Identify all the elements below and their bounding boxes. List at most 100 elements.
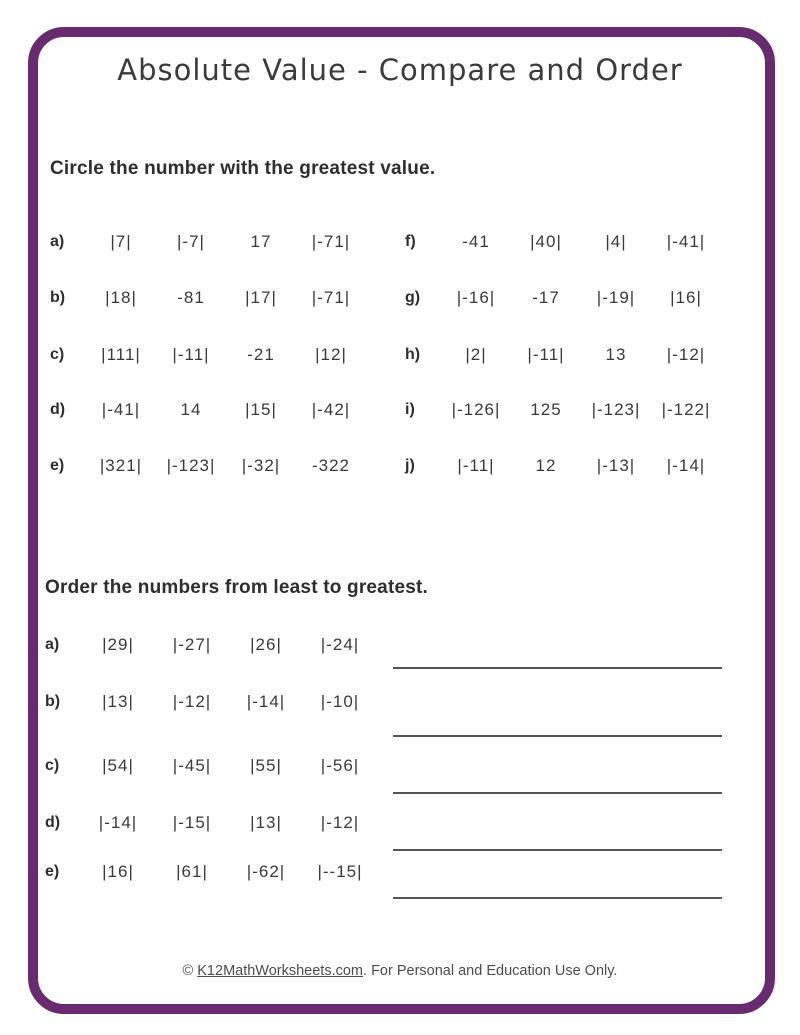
number-cell[interactable]: -17 (532, 288, 560, 307)
number-cell[interactable]: |-123| (166, 456, 216, 475)
number-cell: |13| (250, 813, 282, 832)
number-cell[interactable]: |-7| (177, 232, 205, 251)
number-cell: |-45| (172, 756, 212, 775)
number-cell[interactable]: 12 (535, 456, 557, 475)
number-cell[interactable]: |111| (101, 345, 141, 364)
number-cell: |-12| (172, 692, 212, 711)
number-cell: |-12| (320, 813, 360, 832)
number-cell: |13| (102, 692, 134, 711)
footer-suffix: . For Personal and Education Use Only. (363, 963, 618, 979)
order-row-d: d) |-14| |-15| |13| |-12| (45, 812, 377, 834)
number-cell[interactable]: |2| (465, 345, 487, 364)
number-cell: |16| (102, 862, 134, 881)
number-cell: |-14| (98, 813, 138, 832)
number-cell[interactable]: |321| (99, 456, 143, 475)
section2-heading: Order the numbers from least to greatest… (45, 577, 429, 598)
row-label: a) (45, 636, 60, 653)
number-cell[interactable]: |18| (105, 288, 137, 307)
number-cell[interactable]: |-14| (666, 456, 706, 475)
number-cell[interactable]: 17 (250, 232, 272, 251)
order-row-e: e) |16| |61| |-62| |--15| (45, 861, 377, 883)
compare-row-f: f) -41 |40| |4| |-41| (405, 231, 721, 253)
number-cell[interactable]: 14 (180, 400, 202, 419)
number-cell: |-56| (320, 756, 360, 775)
number-cell[interactable]: -81 (177, 288, 205, 307)
footer-copyright: © K12MathWorksheets.com. For Personal an… (0, 963, 800, 979)
number-cell: |29| (102, 635, 134, 654)
number-cell[interactable]: |4| (605, 232, 627, 251)
row-label: e) (45, 863, 60, 880)
answer-line[interactable] (393, 792, 722, 794)
row-label: f) (405, 233, 416, 250)
number-cell[interactable]: -21 (247, 345, 275, 364)
number-cell[interactable]: |-71| (311, 232, 351, 251)
row-label: j) (405, 457, 415, 474)
number-cell[interactable]: |-123| (591, 400, 641, 419)
number-cell[interactable]: |40| (530, 232, 562, 251)
number-cell: |55| (250, 756, 282, 775)
number-cell[interactable]: |7| (110, 232, 132, 251)
copyright-symbol: © (182, 963, 198, 979)
number-cell[interactable]: |-12| (666, 345, 706, 364)
number-cell: |--15| (317, 862, 363, 881)
compare-row-h: h) |2| |-11| 13 |-12| (405, 344, 721, 366)
section1-heading: Circle the number with the greatest valu… (50, 158, 436, 179)
compare-row-c: c) |111| |-11| -21 |12| (50, 344, 366, 366)
number-cell: |-27| (172, 635, 212, 654)
row-label: h) (405, 346, 421, 363)
row-label: e) (50, 457, 65, 474)
compare-row-e: e) |321| |-123| |-32| -322 (50, 455, 366, 477)
number-cell[interactable]: |-19| (596, 288, 636, 307)
row-label: b) (50, 289, 66, 306)
number-cell[interactable]: |15| (245, 400, 277, 419)
number-cell: |26| (250, 635, 282, 654)
row-label: g) (405, 289, 421, 306)
compare-row-d: d) |-41| 14 |15| |-42| (50, 399, 366, 421)
answer-line[interactable] (393, 735, 722, 737)
number-cell[interactable]: |-11| (457, 456, 495, 475)
number-cell[interactable]: -322 (311, 456, 351, 475)
order-row-c: c) |54| |-45| |55| |-56| (45, 755, 377, 777)
answer-line[interactable] (393, 897, 722, 899)
number-cell[interactable]: |-11| (172, 345, 210, 364)
order-row-b: b) |13| |-12| |-14| |-10| (45, 691, 377, 713)
compare-row-b: b) |18| -81 |17| |-71| (50, 287, 366, 309)
number-cell[interactable]: |-126| (451, 400, 501, 419)
page-title: Absolute Value - Compare and Order (117, 53, 683, 87)
number-cell[interactable]: 13 (605, 345, 627, 364)
number-cell[interactable]: |-71| (311, 288, 351, 307)
number-cell[interactable]: |12| (315, 345, 347, 364)
number-cell[interactable]: 125 (530, 400, 562, 419)
row-label: i) (405, 401, 415, 418)
number-cell: |-10| (320, 692, 360, 711)
number-cell[interactable]: |16| (670, 288, 702, 307)
number-cell: |-15| (172, 813, 212, 832)
number-cell: |61| (176, 862, 208, 881)
number-cell[interactable]: |-11| (527, 345, 565, 364)
row-label: c) (45, 757, 60, 774)
compare-row-a: a) |7| |-7| 17 |-71| (50, 231, 366, 253)
number-cell[interactable]: |-122| (661, 400, 711, 419)
compare-row-i: i) |-126| 125 |-123| |-122| (405, 399, 721, 421)
compare-row-g: g) |-16| -17 |-19| |16| (405, 287, 721, 309)
number-cell[interactable]: |-42| (311, 400, 351, 419)
compare-row-j: j) |-11| 12 |-13| |-14| (405, 455, 721, 477)
number-cell: |-14| (246, 692, 286, 711)
number-cell[interactable]: |-13| (596, 456, 636, 475)
number-cell[interactable]: |17| (245, 288, 277, 307)
number-cell: |-24| (320, 635, 360, 654)
number-cell[interactable]: |-16| (456, 288, 496, 307)
order-row-a: a) |29| |-27| |26| |-24| (45, 634, 377, 656)
row-label: d) (45, 814, 61, 831)
number-cell: |54| (102, 756, 134, 775)
row-label: b) (45, 693, 61, 710)
row-label: a) (50, 233, 65, 250)
footer-link[interactable]: K12MathWorksheets.com (197, 963, 364, 979)
answer-line[interactable] (393, 667, 722, 669)
answer-line[interactable] (393, 849, 722, 851)
number-cell[interactable]: |-41| (101, 400, 141, 419)
number-cell[interactable]: -41 (462, 232, 490, 251)
number-cell[interactable]: |-32| (241, 456, 281, 475)
number-cell[interactable]: |-41| (666, 232, 706, 251)
